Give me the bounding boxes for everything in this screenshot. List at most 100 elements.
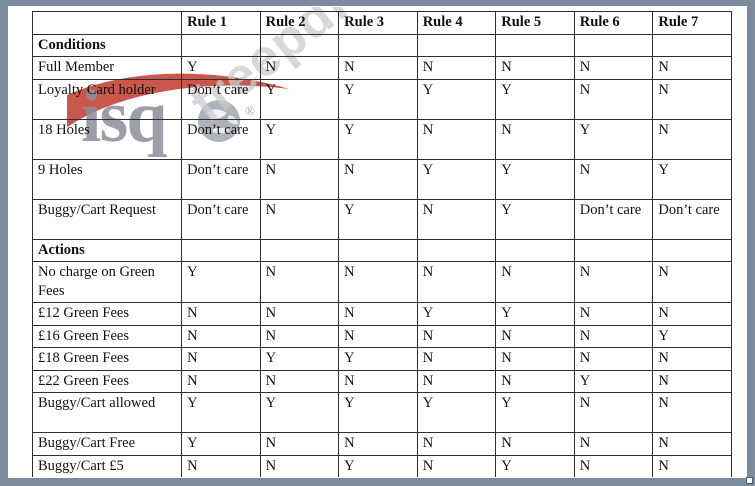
cell-value: N [573,302,654,326]
cell-value: Y [259,392,340,433]
cell-value: N [181,369,261,393]
row-label: £18 Green Fees [31,347,183,371]
cell-value: N [181,347,261,371]
table-corner-cell [31,11,183,35]
cell-value: N [652,261,732,303]
cell-value: N [573,261,654,303]
cell-value: Don’t care [181,198,261,240]
cell-value: N [181,324,261,348]
section-spacer-cell [573,33,654,57]
section-spacer-cell [652,33,732,57]
cell-value: N [573,392,654,433]
cell-value: N [338,56,418,80]
cell-value: N [416,432,497,456]
section-title-conditions: Conditions [31,33,183,57]
cell-value: N [573,347,654,371]
cell-value: N [181,302,261,326]
cell-value: Y [495,158,575,200]
table-row: Loyalty Card holder Don’t care Y Y Y Y N… [31,78,732,120]
section-spacer-cell [259,238,340,262]
cell-value: Y [416,302,497,326]
table-row: £12 Green Fees N N N Y Y N N [31,302,732,326]
cell-value: Y [338,392,418,433]
cell-value: N [573,158,654,200]
cell-value: Y [181,56,261,80]
cell-value: Y [181,392,261,433]
cell-value: N [573,454,654,477]
cell-value: N [338,261,418,303]
cell-value: N [652,454,732,477]
cell-value: Y [259,347,340,371]
table-row: £18 Green Fees N Y Y N N N N [31,347,732,371]
cell-value: N [259,324,340,348]
cell-value: N [573,56,654,80]
cell-value: N [338,158,418,200]
table-row: No charge on Green Fees Y N N N N N N [31,261,732,303]
cell-value: Y [495,454,575,477]
section-spacer-cell [495,238,575,262]
cell-value: Don’t care [181,158,261,200]
row-label: Full Member [31,56,183,80]
cell-value: N [416,198,497,240]
cell-value: N [338,432,418,456]
table-row: £16 Green Fees N N N N N N Y [31,324,732,348]
cell-value: Y [495,78,575,120]
row-label: £22 Green Fees [31,369,183,393]
row-label: Loyalty Card holder [31,78,183,120]
cell-value: N [652,432,732,456]
cell-value: N [495,347,575,371]
column-header-rule-3: Rule 3 [338,11,418,35]
cell-value: N [573,432,654,456]
section-header-row-actions: Actions [31,238,732,262]
column-header-rule-5: Rule 5 [495,11,575,35]
cell-value: N [652,78,732,120]
cell-value: Y [181,261,261,303]
cell-value: N [416,261,497,303]
row-label: 9 Holes [31,158,183,200]
cell-value: N [652,347,732,371]
cell-value: N [495,56,575,80]
section-spacer-cell [495,33,575,57]
cell-value: N [259,454,340,477]
cell-value: Y [259,78,340,120]
row-label: No charge on Green Fees [31,261,183,303]
cell-value: N [338,324,418,348]
section-spacer-cell [259,33,340,57]
cell-value: N [495,118,575,160]
table-row: £22 Green Fees N N N N N Y N [31,369,732,393]
row-label: Buggy/Cart £5 [31,454,183,477]
section-spacer-cell [181,238,261,262]
cell-value: Y [259,118,340,160]
cell-value: Y [573,118,654,160]
cell-value: N [338,369,418,393]
table-row: Buggy/Cart Free Y N N N N N N [31,432,732,456]
decision-table-container: Rule 1 Rule 2 Rule 3 Rule 4 Rule 5 Rule … [31,11,732,477]
table-row: Buggy/Cart allowed Y Y Y Y Y N N [31,392,732,433]
row-label: Buggy/Cart Request [31,198,183,240]
section-spacer-cell [416,238,497,262]
cell-value: N [495,369,575,393]
section-header-row-conditions: Conditions [31,33,732,57]
table-row: Buggy/Cart £5 N N Y N Y N N [31,454,732,477]
cell-value: N [573,324,654,348]
section-spacer-cell [181,33,261,57]
cell-value: Y [338,118,418,160]
cell-value: N [416,454,497,477]
cell-value: Y [338,78,418,120]
cell-value: Don’t care [181,118,261,160]
row-label: Buggy/Cart Free [31,432,183,456]
row-label: £16 Green Fees [31,324,183,348]
cell-value: Don’t care [573,198,654,240]
cell-value: N [416,369,497,393]
cell-value: N [652,118,732,160]
table-row: 18 Holes Don’t care Y Y N N Y N [31,118,732,160]
section-spacer-cell [338,238,418,262]
resize-handle[interactable] [746,477,753,484]
table-row: Full Member Y N N N N N N [31,56,732,80]
cell-value: N [338,302,418,326]
section-spacer-cell [416,33,497,57]
row-label: £12 Green Fees [31,302,183,326]
cell-value: Don’t care [181,78,261,120]
row-label: 18 Holes [31,118,183,160]
